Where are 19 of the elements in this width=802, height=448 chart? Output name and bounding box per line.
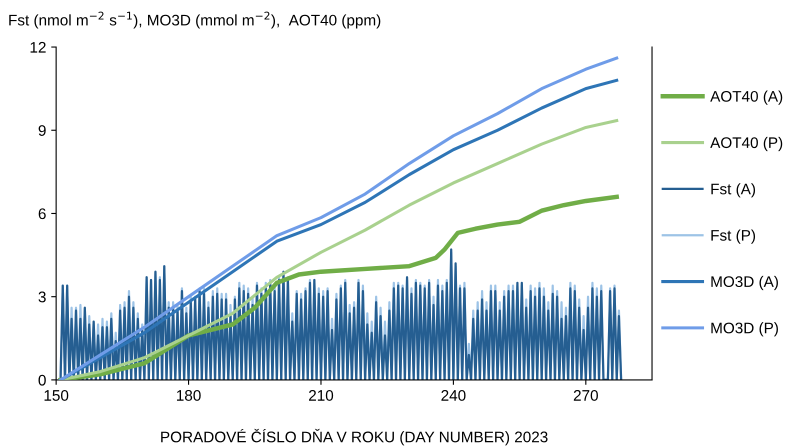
x-tick-label: 210 [309, 390, 334, 401]
y-tick-label: 12 [30, 42, 46, 53]
legend-label: AOT40 (A) [710, 90, 782, 105]
legend-label: AOT40 (P) [710, 136, 782, 152]
x-axis-title: PORADOVÉ ČÍSLO DŇA V ROKU (DAY NUMBER) 2023 [161, 428, 548, 446]
x-tick-label: 240 [441, 390, 466, 401]
legend-label: MO3D (A) [711, 276, 778, 290]
x-tick-label: 150 [44, 390, 68, 401]
y-tick-label: 0 [38, 374, 46, 386]
legend-label: Fst (P) [711, 230, 756, 244]
legend-label: Fst (A) [711, 183, 756, 198]
legend-label: MO3D (P) [711, 322, 778, 336]
x-tick-label: 180 [176, 390, 201, 401]
y-tick-label: 3 [38, 292, 46, 302]
line-series [58, 194, 619, 380]
y-tick-label: 9 [38, 125, 46, 136]
y-tick-label: 6 [38, 208, 46, 220]
x-tick-label: 270 [574, 390, 598, 401]
y-axis-title: Fst (nmol m$^{−2}$ s$^{−1}$), MO3D (mmol m$^{−2}$), AOT40 (ppm) [9, 12, 380, 29]
